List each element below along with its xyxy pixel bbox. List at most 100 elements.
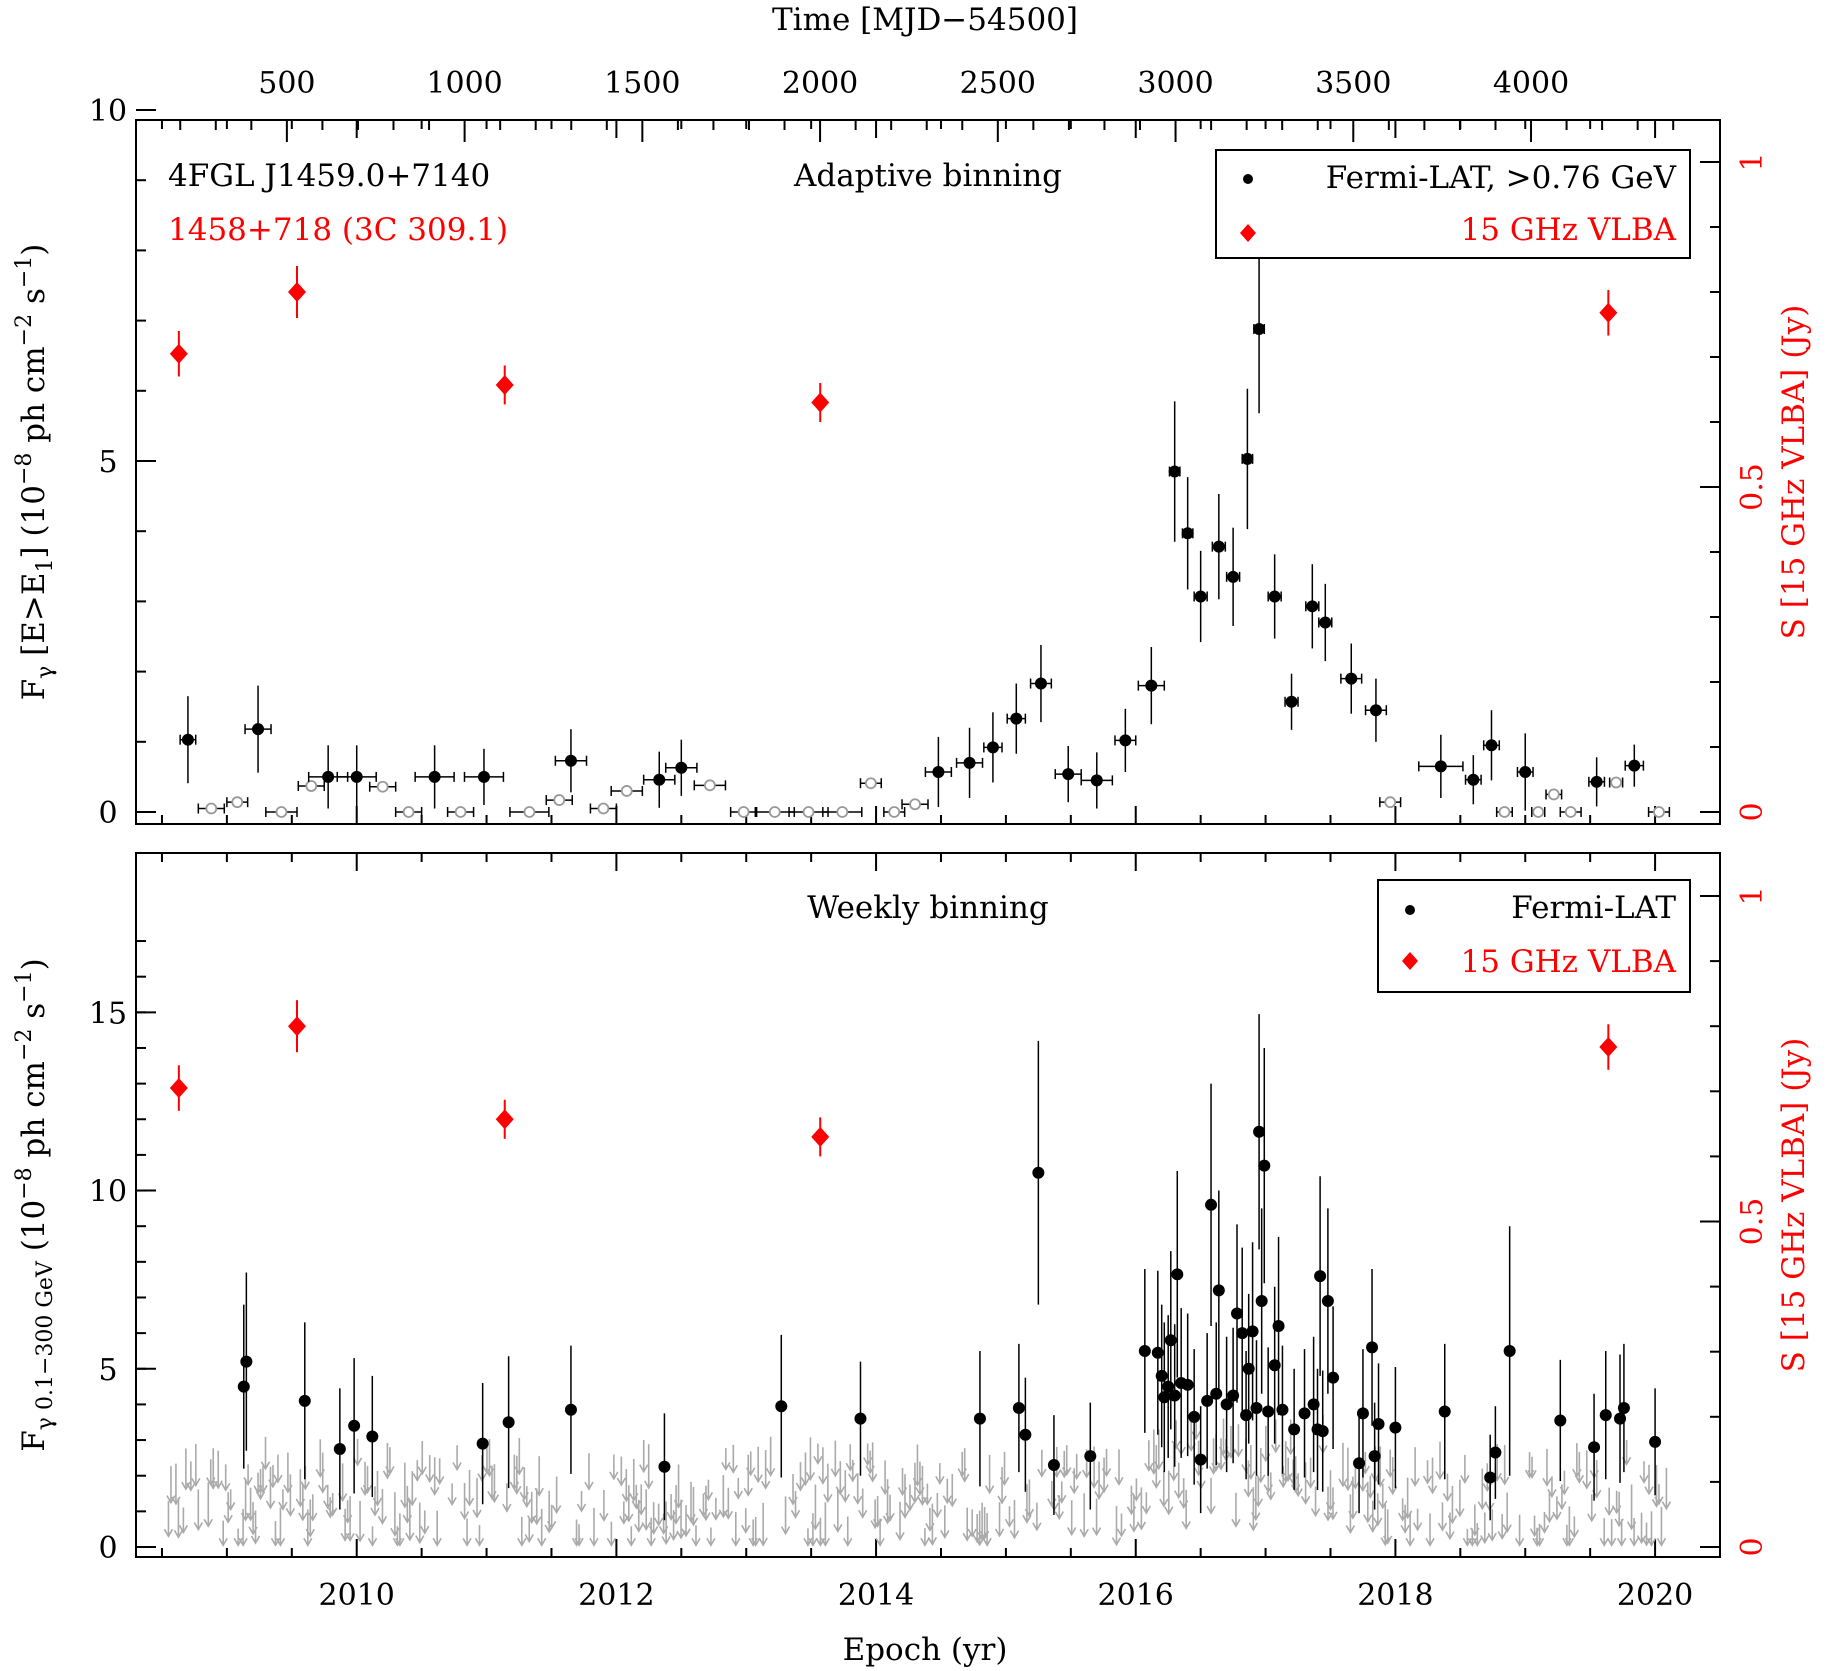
fermi-point (1434, 760, 1447, 773)
vlba-point (287, 1016, 306, 1037)
upper-limit-arrowhead (1069, 1485, 1079, 1495)
fermi-point (932, 765, 945, 778)
top-ylabel-main: F (16, 679, 52, 701)
upper-limit-arrowhead (758, 1537, 768, 1547)
upper-limit-arrowhead (609, 1471, 619, 1481)
fermi-low-point (909, 798, 921, 811)
top-legend-fermi-label: Fermi-LAT, >0.76 GeV (1326, 160, 1677, 196)
upper-limit-arrowhead (1057, 1494, 1067, 1504)
upper-limit-arrowhead (163, 1528, 174, 1538)
upper-limit-arrowhead (1373, 1517, 1383, 1527)
upper-limit-arrowhead (546, 1520, 557, 1530)
fermi-point (775, 1400, 788, 1413)
upper-limit-arrowhead (502, 1503, 512, 1513)
fermi-point (366, 1430, 379, 1443)
fermi-point (1258, 1159, 1271, 1172)
upper-limit-arrowhead (967, 1528, 977, 1538)
upper-limit-arrowhead (1159, 1498, 1169, 1508)
upper-limit-arrowhead (417, 1466, 427, 1476)
fermi-point (1253, 323, 1266, 336)
upper-limit-arrowhead (1606, 1537, 1617, 1547)
fermi-point (1628, 759, 1641, 772)
upper-limit-arrowhead (746, 1467, 756, 1477)
bottom-panel-axes: 0 5 10 15 0 0.5 1 2010 2012 2014 2016 2018 2020 (89, 853, 1770, 1613)
upper-limit-arrowhead (1534, 1537, 1545, 1547)
fermi-point (1438, 1405, 1451, 1418)
bottom-y-tick-label: 0 (98, 1531, 117, 1566)
bottom-y-tick-label: 10 (89, 1175, 127, 1210)
upper-limit-arrowhead (1111, 1537, 1122, 1547)
upper-limit-arrowhead (1338, 1478, 1348, 1488)
mjd-tick-label: 500 (258, 66, 315, 101)
upper-limit-arrowhead (765, 1467, 776, 1477)
fermi-point (1285, 695, 1298, 708)
upper-limit-arrowhead (265, 1500, 276, 1510)
bottom-axis-title: Epoch (yr) (843, 1632, 1008, 1668)
upper-limit-arrowhead (238, 1537, 248, 1547)
upper-limit-arrowhead (1024, 1508, 1035, 1518)
fermi-low-point (768, 806, 781, 818)
upper-limit-arrowhead (818, 1475, 828, 1485)
upper-limit-arrowhead (1032, 1522, 1042, 1532)
upper-limit-arrowhead (318, 1484, 328, 1494)
fermi-point (1614, 1412, 1627, 1425)
upper-limit-arrowhead (1574, 1474, 1585, 1484)
fermi-point (564, 1403, 577, 1416)
fermi-low-point (1610, 776, 1623, 789)
upper-limit-arrowhead (810, 1521, 821, 1531)
top-ylabel-end: ) (16, 244, 52, 256)
upper-limit-arrowhead (753, 1474, 763, 1484)
fermi-point (1194, 1453, 1207, 1466)
fermi-point (1599, 1409, 1612, 1422)
upper-limit-arrowhead (1300, 1495, 1311, 1505)
upper-limit-arrowhead (830, 1468, 841, 1478)
upper-limit-arrowhead (298, 1512, 308, 1522)
upper-limit-arrowhead (1435, 1471, 1445, 1481)
upper-limit-arrowhead (327, 1507, 338, 1517)
upper-limit-arrowhead (1437, 1522, 1448, 1532)
upper-limit-arrowhead (636, 1506, 646, 1516)
vlba-point (495, 374, 514, 395)
fermi-low-point (553, 794, 566, 806)
fermi-point (854, 1412, 867, 1425)
year-tick-label: 2016 (1098, 1578, 1174, 1613)
upper-limit-arrowhead (385, 1466, 395, 1476)
upper-limit-arrowhead (275, 1537, 286, 1547)
fermi-point (1327, 1371, 1340, 1384)
upper-limit-arrowhead (1305, 1479, 1316, 1489)
upper-limit-arrowhead (1169, 1472, 1179, 1482)
bottom-ylabel-rest-a: (10 (16, 1200, 52, 1261)
upper-limit-arrowhead (181, 1481, 191, 1491)
bottom-ylabel-main: F (16, 1430, 52, 1452)
fermi-point (1307, 1398, 1320, 1411)
upper-limit-arrowhead (1171, 1440, 1181, 1450)
top-legend: Fermi-LAT, >0.76 GeV 15 GHz VLBA (1215, 149, 1691, 259)
upper-limit-arrowhead (367, 1537, 378, 1547)
upper-limit-arrowhead (574, 1537, 584, 1547)
fermi-point (1158, 1391, 1171, 1404)
fermi-low-point (597, 802, 610, 815)
top-panel-marks (169, 244, 1671, 818)
fermi-point (986, 741, 999, 754)
mjd-tick-label: 4000 (1493, 66, 1569, 101)
fermi-point (428, 770, 441, 783)
upper-limit-arrowhead (527, 1515, 537, 1525)
upper-limit-arrowhead (691, 1537, 701, 1547)
upper-limit-arrowhead (1497, 1531, 1507, 1541)
fermi-point (1484, 1471, 1497, 1484)
fermi-point (1262, 1405, 1275, 1418)
fermi-point (1155, 1369, 1168, 1382)
upper-limit-arrowhead (218, 1537, 228, 1547)
fermi-point (1389, 1421, 1402, 1434)
fermi-low-point (205, 802, 218, 815)
fermi-point (1288, 1423, 1301, 1436)
fermi-point (1240, 1409, 1253, 1422)
fermi-low-point (802, 806, 815, 818)
upper-limit-arrowhead (537, 1537, 547, 1547)
upper-limit-arrowhead (646, 1537, 656, 1547)
upper-limit-arrowhead (858, 1509, 868, 1519)
upper-limit-arrowhead (1410, 1478, 1420, 1488)
upper-limit-arrowhead (1365, 1489, 1376, 1499)
upper-limit-arrowhead (626, 1537, 636, 1547)
